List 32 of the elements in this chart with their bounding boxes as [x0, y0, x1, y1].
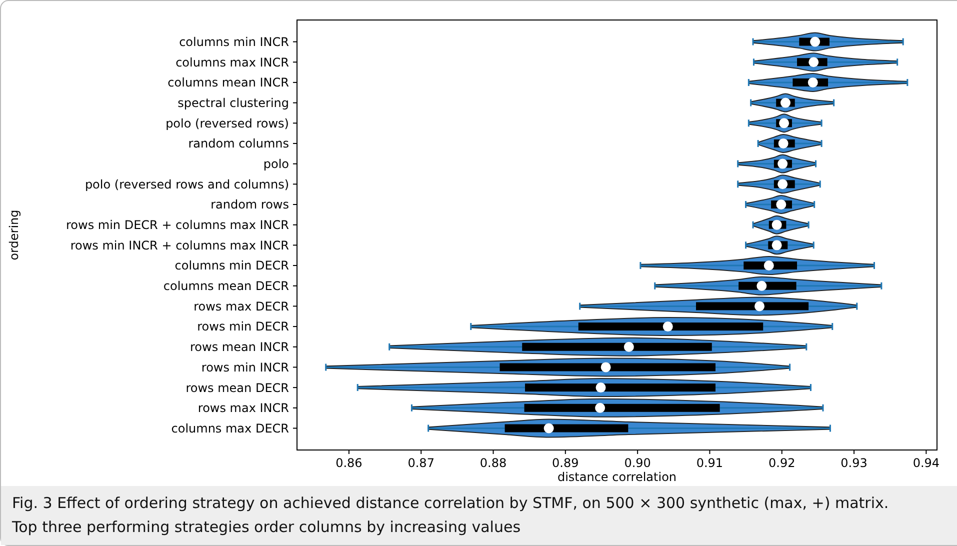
- y-tick-label: random rows: [210, 198, 289, 212]
- caption: Fig. 3 Effect of ordering strategy on achieved distance correlation by STMF, on 500 × 300 synthetic (max, +) matrix. Top three performing strategies order columns by increasing values: [11, 494, 889, 536]
- x-tick-label: 0.94: [912, 456, 940, 470]
- y-tick-label: rows mean INCR: [190, 340, 289, 354]
- y-tick-label: random columns: [188, 136, 289, 151]
- x-tick-label: 0.92: [768, 456, 796, 470]
- y-tick-label: spectral clustering: [178, 96, 289, 110]
- y-axis-title: ordering: [7, 210, 21, 260]
- y-tick-label: columns max DECR: [171, 421, 289, 436]
- y-tick-label: columns mean DECR: [163, 279, 289, 294]
- y-tick-label: rows min INCR: [201, 360, 289, 374]
- y-tick-label: columns min DECR: [174, 258, 289, 273]
- x-tick-label: 0.89: [552, 456, 579, 470]
- y-tick-label: columns min INCR: [179, 34, 289, 49]
- x-tick-label: 0.90: [624, 456, 651, 470]
- x-tick-label: 0.87: [408, 456, 434, 470]
- y-tick-label: polo (reversed rows): [166, 116, 289, 130]
- y-tick-label: columns max INCR: [176, 55, 289, 70]
- y-tick-label: rows max DECR: [194, 299, 289, 314]
- y-tick-label: rows min DECR: [197, 320, 289, 334]
- y-tick-label: rows min DECR + columns max INCR: [66, 218, 289, 232]
- x-tick-label: 0.91: [696, 456, 724, 470]
- y-tick-label: rows mean DECR: [186, 380, 289, 395]
- y-tick-label: polo (reversed rows and columns): [84, 177, 289, 192]
- y-tick-label: polo: [263, 157, 289, 172]
- x-tick-label: 0.86: [336, 456, 362, 470]
- x-tick-label: 0.88: [480, 456, 507, 470]
- y-tick-label: columns mean INCR: [168, 76, 289, 90]
- y-tick-label: rows min INCR + columns max INCR: [70, 238, 289, 252]
- y-tick-label: rows max INCR: [198, 401, 289, 416]
- x-tick-label: 0.93: [840, 456, 868, 470]
- x-axis-title: distance correlation: [557, 470, 677, 484]
